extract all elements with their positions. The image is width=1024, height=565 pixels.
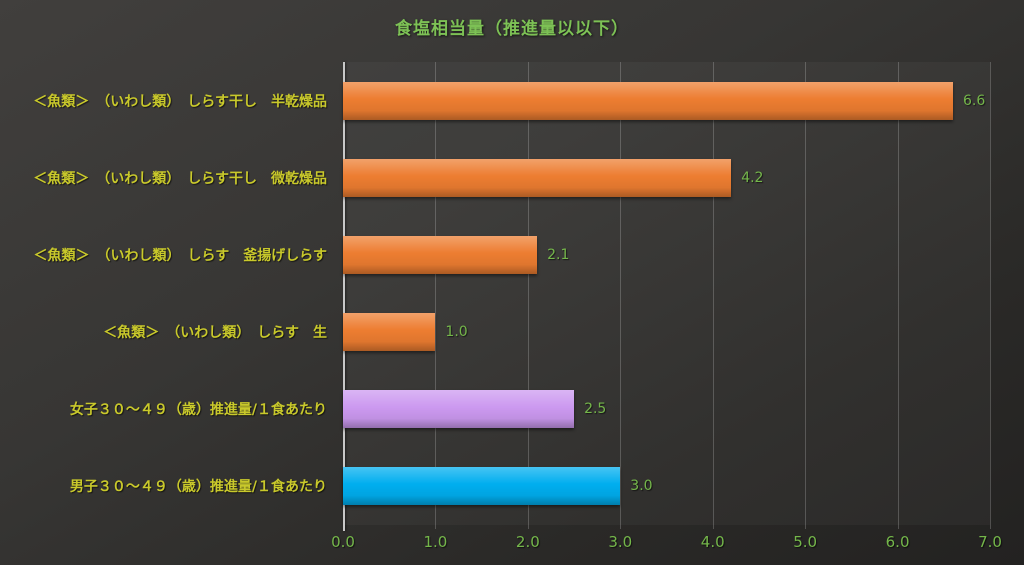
x-tick-label: 2.0 [515,533,540,551]
x-tick-label: 7.0 [978,533,1002,551]
gridline [897,62,899,529]
gridline [805,62,807,529]
gridline [620,62,622,529]
x-tick-label: 6.0 [885,533,910,551]
bar [343,235,538,274]
value-axis-line [343,62,345,531]
gridline [435,62,437,529]
category-label: ＜魚類＞ （いわし類） しらす 生 [103,325,327,342]
bar-value-label: 4.2 [741,169,764,186]
category-label: ＜魚類＞ （いわし類） しらす干し 半乾燥品 [33,93,327,110]
x-tick-label: 5.0 [793,533,818,551]
bar [343,467,621,506]
bar-value-label: 3.0 [630,478,653,495]
gridline [990,62,991,529]
bar [343,81,954,120]
bar-value-label: 2.1 [547,246,570,263]
bar-value-label: 1.0 [445,324,468,341]
x-tick-label: 1.0 [423,533,448,551]
x-tick-label: 4.0 [700,533,725,551]
category-label: ＜魚類＞ （いわし類） しらす干し 微乾燥品 [33,170,327,187]
category-label: ＜魚類＞ （いわし類） しらす 釜揚げしらす [33,247,327,264]
bar [343,390,575,429]
plot-area: 6.6 4.2 2.1 1.0 2.5 3.0 [343,62,991,531]
x-tick-label: 3.0 [608,533,633,551]
chart-title: 食塩相当量（推進量以以下） [395,19,629,39]
gridline [527,62,529,529]
gridline [712,62,714,529]
category-axis: ＜魚類＞ （いわし類） しらす干し 半乾燥品 ＜魚類＞ （いわし類） しらす干し … [0,62,335,525]
bar [343,158,732,197]
category-label: 女子３０～４９（歳）推進量/１食あたり [69,402,327,419]
bar-value-label: 6.6 [963,92,986,109]
category-label: 男子３０～４９（歳）推進量/１食あたり [69,479,327,496]
x-axis: 0.0 1.0 2.0 3.0 4.0 5.0 6.0 7.0 [331,533,1002,555]
bar [343,313,436,352]
bar-value-label: 2.5 [584,401,607,418]
x-tick-label: 0.0 [331,533,355,551]
